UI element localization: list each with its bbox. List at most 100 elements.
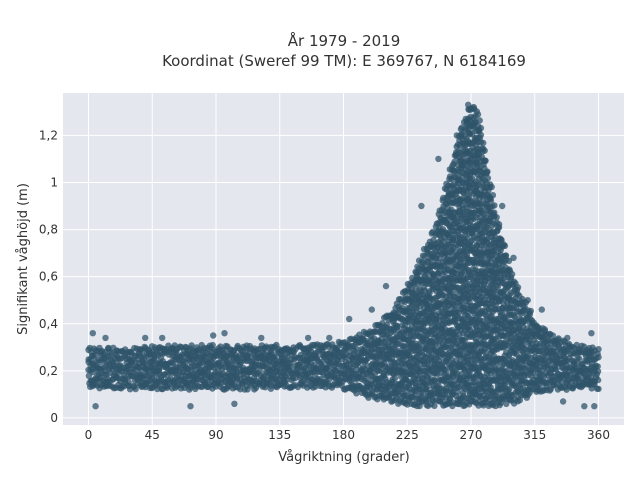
data-point (594, 368, 602, 375)
chart-title-line2: Koordinat (Sweref 99 TM): E 369767, N 61… (162, 52, 526, 70)
x-tick-label: 225 (396, 428, 419, 442)
data-point (595, 354, 602, 361)
outlier-point (453, 132, 460, 139)
data-point (529, 369, 537, 376)
data-point (595, 385, 602, 393)
outlier-point (368, 306, 375, 313)
data-point (491, 202, 498, 209)
data-point (575, 355, 583, 362)
x-tick-label: 90 (208, 428, 223, 442)
data-point (155, 365, 163, 373)
data-point (488, 183, 495, 191)
data-point (140, 355, 148, 362)
outlier-point (102, 334, 109, 342)
x-tick-label: 135 (268, 428, 291, 442)
y-axis-title: Signifikant våghöjd (m) (16, 183, 31, 335)
data-point (431, 376, 438, 384)
data-point (482, 157, 489, 164)
outlier-point (346, 315, 353, 323)
outlier-point (142, 334, 149, 342)
data-point (383, 321, 391, 328)
outlier-point (89, 330, 97, 337)
data-point (476, 117, 483, 124)
outlier-point (465, 101, 472, 109)
data-point (498, 236, 505, 243)
x-tick-label: 180 (332, 428, 355, 442)
data-point (271, 353, 278, 360)
x-tick-label: 360 (587, 428, 610, 442)
data-point (595, 346, 602, 353)
outlier-point (435, 155, 442, 163)
outlier-point (591, 403, 598, 410)
data-point (542, 356, 549, 363)
data-point (353, 345, 360, 352)
x-tick-label: 0 (85, 428, 93, 442)
outlier-point (92, 403, 99, 410)
outlier-point (581, 403, 588, 410)
outlier-point (524, 297, 531, 304)
outlier-point (470, 103, 477, 111)
data-point (549, 332, 557, 339)
data-point (474, 111, 482, 118)
data-point (132, 385, 139, 393)
y-tick-label: 0,4 (39, 317, 58, 331)
data-point (209, 341, 216, 349)
data-point (508, 271, 516, 278)
y-tick-label: 0,8 (39, 223, 58, 237)
data-point (480, 139, 487, 147)
outlier-point (159, 334, 166, 342)
y-tick-label: 1,2 (39, 128, 58, 142)
chart-title-line1: År 1979 - 2019 (288, 31, 401, 50)
x-tick-label: 45 (145, 428, 160, 442)
data-point (541, 326, 548, 333)
outlier-point (510, 254, 517, 261)
data-point (502, 252, 510, 259)
data-point (493, 214, 500, 221)
data-point (368, 389, 375, 396)
data-point (527, 307, 534, 315)
data-point (348, 365, 355, 372)
x-tick-label: 270 (460, 428, 483, 442)
outlier-point (304, 334, 312, 342)
data-point (489, 192, 497, 199)
y-tick-label: 1 (50, 175, 58, 189)
data-point (505, 352, 513, 359)
data-point (516, 397, 523, 404)
data-point (505, 257, 513, 265)
data-point (501, 242, 509, 249)
y-tick-labels: 0 0,2 0,4 0,6 0,8 1 1,2 (39, 128, 58, 425)
data-point (594, 363, 601, 370)
y-tick-label: 0 (50, 411, 58, 425)
x-axis-title: Vågriktning (grader) (278, 450, 409, 465)
outlier-point (382, 282, 390, 290)
data-point (495, 224, 503, 231)
data-point (448, 355, 455, 363)
data-point (514, 284, 522, 291)
data-point (477, 131, 485, 139)
y-tick-label: 0,6 (39, 270, 58, 284)
y-tick-label: 0,2 (39, 364, 58, 378)
data-point (477, 124, 485, 132)
outlier-point (258, 334, 265, 342)
data-point (394, 322, 401, 329)
data-point (431, 402, 438, 409)
x-tick-label: 315 (523, 428, 546, 442)
x-tick-labels: 0 45 90 135 180 225 270 315 360 (85, 428, 610, 442)
outlier-point (210, 332, 217, 339)
data-point (454, 389, 461, 396)
data-point (484, 168, 491, 175)
data-point (353, 365, 360, 373)
outlier-point (221, 330, 228, 337)
outlier-point (559, 398, 567, 405)
data-point (594, 376, 602, 384)
data-points (85, 101, 602, 410)
outlier-point (326, 334, 333, 342)
outlier-point (418, 202, 425, 210)
outlier-point (187, 403, 194, 410)
outlier-point (499, 202, 506, 210)
outlier-point (231, 400, 238, 407)
data-point (481, 147, 488, 154)
data-point (484, 174, 492, 182)
